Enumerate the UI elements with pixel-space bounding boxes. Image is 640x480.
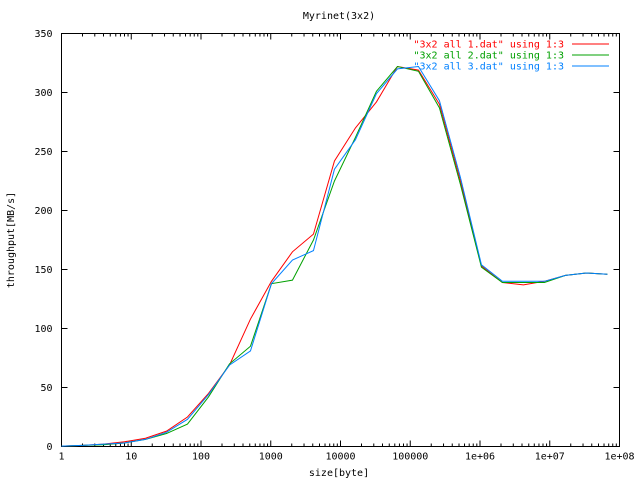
y-tick-label: 350	[34, 29, 52, 40]
x-axis-label: size[byte]	[309, 468, 369, 479]
chart-title: Myrinet(3x2)	[303, 11, 375, 22]
x-tick-label: 1e+07	[535, 452, 565, 463]
series-line-3	[61, 66, 608, 447]
x-tick-label: 10	[125, 452, 137, 463]
legend: "3x2 all 1.dat" using 1:3"3x2 all 2.dat"…	[413, 40, 609, 73]
legend-label-2: "3x2 all 2.dat" using 1:3	[413, 51, 564, 62]
y-tick-label: 100	[34, 324, 52, 335]
x-tick-label: 100000	[392, 452, 428, 463]
series-line-1	[61, 65, 608, 447]
x-tick-label: 10000	[325, 452, 355, 463]
x-tick-label: 1e+06	[465, 452, 495, 463]
y-tick-label: 200	[34, 206, 52, 217]
series-line-2	[61, 65, 608, 447]
x-axis: 1 10 100 1000 10000 100000 1e+06 1e+07 1e+08	[58, 33, 635, 463]
x-tick-label: 1	[58, 452, 64, 463]
y-tick-label: 50	[40, 383, 52, 394]
x-tick-label: 100	[192, 452, 210, 463]
y-tick-label: 250	[34, 147, 52, 158]
y-axis-label: throughput[MB/s]	[6, 192, 17, 288]
y-tick-label: 0	[46, 442, 52, 453]
legend-label-1: "3x2 all 1.dat" using 1:3	[413, 40, 564, 51]
y-axis: 0 50 100 150 200 250 300 350	[34, 29, 620, 453]
x-tick-label: 1e+08	[604, 452, 634, 463]
legend-label-3: "3x2 all 3.dat" using 1:3	[413, 62, 564, 73]
y-tick-label: 300	[34, 88, 52, 99]
y-tick-label: 150	[34, 265, 52, 276]
series-layer	[61, 65, 608, 447]
x-tick-label: 1000	[259, 452, 283, 463]
plot-frame	[61, 33, 620, 447]
